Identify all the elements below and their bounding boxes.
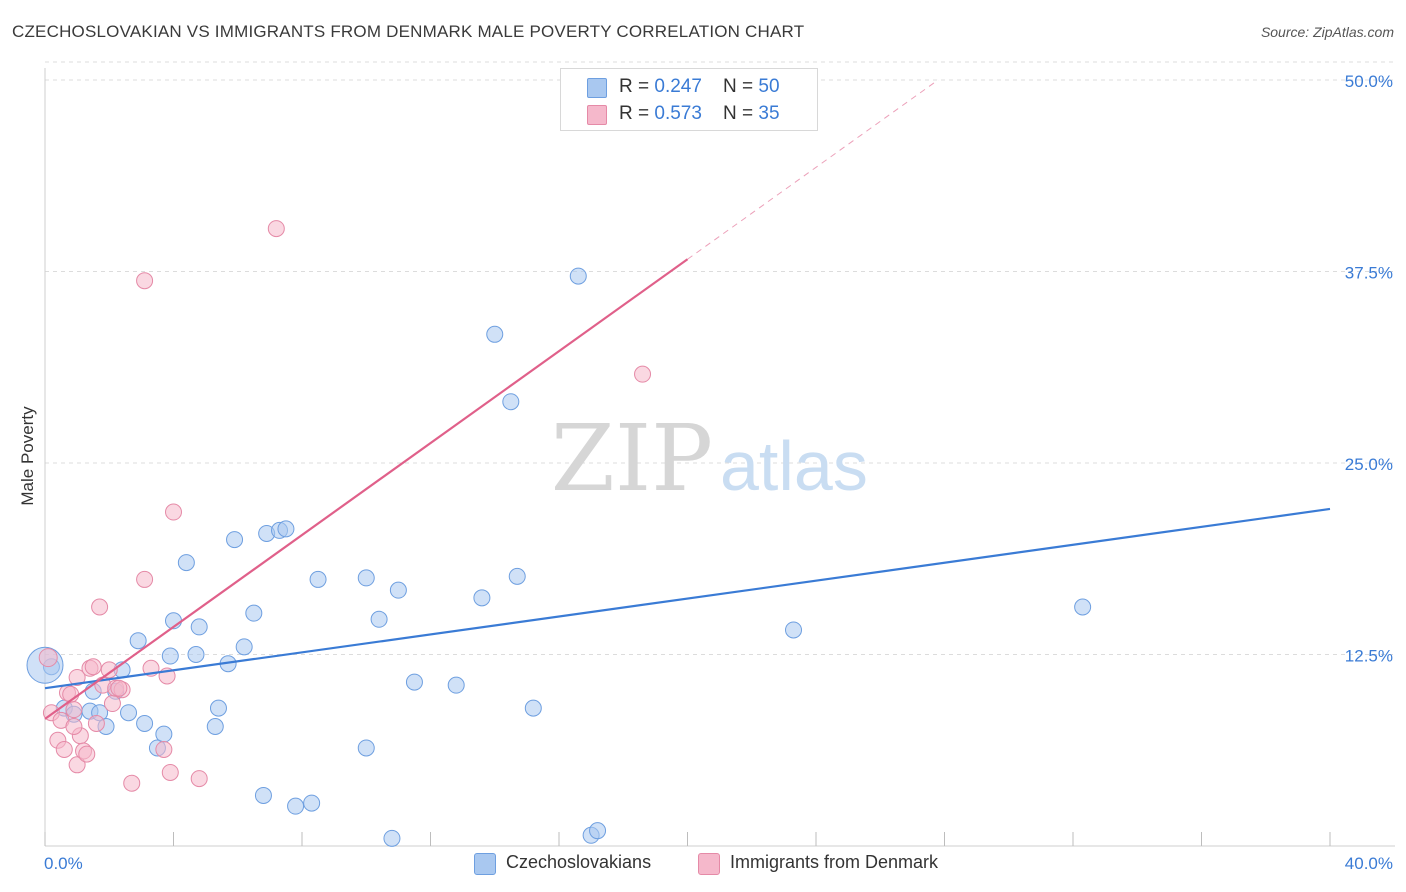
watermark: ZIP atlas <box>551 405 868 512</box>
point-denmark <box>155 740 173 758</box>
point-denmark <box>103 695 121 713</box>
legend-swatch-pink <box>698 853 720 875</box>
point-czechoslovakian <box>209 699 227 717</box>
point-denmark <box>100 661 118 679</box>
point-czechoslovakian <box>187 646 205 663</box>
point-czechoslovakian <box>177 554 195 572</box>
point-denmark <box>65 718 83 736</box>
point-denmark <box>110 679 128 697</box>
point-czechoslovakian <box>502 393 520 411</box>
point-czechoslovakian <box>277 520 295 538</box>
trend-lines <box>44 79 1331 720</box>
point-czechoslovakian <box>190 618 208 636</box>
watermark-zip: ZIP <box>551 405 713 512</box>
r-value: 0.247 <box>654 76 702 97</box>
point-denmark <box>38 648 58 668</box>
legend-swatch-pink <box>587 105 607 125</box>
point-denmark <box>165 503 182 521</box>
point-denmark <box>78 745 96 763</box>
r-value: 0.573 <box>654 103 702 124</box>
chart-title: CZECHOSLOVAKIAN VS IMMIGRANTS FROM DENMA… <box>12 22 805 41</box>
legend-label: Czechoslovakians <box>506 852 652 872</box>
point-denmark <box>65 701 83 719</box>
y-tick-label: 25.0% <box>1345 455 1393 474</box>
point-czechoslovakian <box>303 794 321 812</box>
point-denmark <box>55 740 73 758</box>
axes <box>44 68 1395 847</box>
tick-labels: 12.5% 25.0% 37.5% 50.0% 0.0% 40.0% <box>44 72 1393 873</box>
grid-lines <box>45 61 1395 655</box>
point-denmark <box>68 668 86 686</box>
point-denmark <box>161 763 179 781</box>
point-czechoslovakian <box>120 704 138 722</box>
legend-swatch-blue <box>474 853 496 875</box>
point-czechoslovakian <box>357 569 375 587</box>
point-czechoslovakian <box>155 725 173 743</box>
trend-line-denmark-extension <box>687 79 939 260</box>
point-denmark <box>84 658 102 676</box>
point-czechoslovakian <box>254 786 272 804</box>
x-tick-label-max: 40.0% <box>1345 854 1393 873</box>
point-czechoslovakian <box>569 267 587 285</box>
trend-line-denmark <box>44 258 689 720</box>
n-value: 35 <box>758 103 780 124</box>
point-denmark <box>136 272 154 290</box>
point-czechoslovakian <box>473 589 491 607</box>
point-czechoslovakian <box>136 714 154 732</box>
point-denmark <box>190 770 208 788</box>
y-tick-label: 37.5% <box>1345 264 1393 283</box>
data-points <box>26 220 1092 847</box>
point-czechoslovakian <box>508 567 526 585</box>
point-czechoslovakian <box>357 739 375 757</box>
point-denmark <box>136 570 154 588</box>
point-czechoslovakian <box>161 647 179 665</box>
y-tick-label: 12.5% <box>1345 647 1393 666</box>
point-czechoslovakian <box>309 570 327 588</box>
point-denmark <box>123 774 141 792</box>
point-czechoslovakian <box>486 325 504 343</box>
point-denmark <box>91 598 109 616</box>
n-value: 50 <box>758 76 780 97</box>
point-denmark <box>87 714 105 732</box>
point-czechoslovakian <box>206 718 224 736</box>
stats-text: R = 0.573 N = 35 <box>619 103 780 124</box>
point-czechoslovakian <box>129 632 147 650</box>
y-tick-label: 50.0% <box>1345 72 1393 91</box>
point-czechoslovakian <box>287 797 305 815</box>
point-denmark <box>267 220 285 238</box>
point-czechoslovakian <box>389 581 407 599</box>
trend-line-czechoslovakians <box>44 507 1331 690</box>
watermark-atlas: atlas <box>720 427 868 505</box>
point-czechoslovakian <box>589 822 607 840</box>
stats-text: R = 0.247 N = 50 <box>619 76 780 97</box>
point-czechoslovakian <box>383 829 401 847</box>
point-czechoslovakian <box>785 621 803 639</box>
legend-swatch-blue <box>587 78 607 98</box>
point-denmark <box>634 365 652 383</box>
point-czechoslovakian <box>226 531 244 549</box>
point-czechoslovakian <box>1074 598 1092 616</box>
chart-source: Source: ZipAtlas.com <box>1260 24 1394 40</box>
point-denmark <box>68 756 86 774</box>
point-czechoslovakian <box>245 604 263 622</box>
point-czechoslovakian <box>447 676 465 694</box>
legend-label: Immigrants from Denmark <box>730 852 939 872</box>
x-tick-label-min: 0.0% <box>44 854 83 873</box>
point-czechoslovakian <box>235 638 253 656</box>
point-czechoslovakian <box>370 610 388 628</box>
stats-legend: R = 0.247 N = 50 R = 0.573 N = 35 <box>560 68 818 131</box>
point-czechoslovakian <box>524 699 542 717</box>
point-czechoslovakian <box>405 673 423 691</box>
